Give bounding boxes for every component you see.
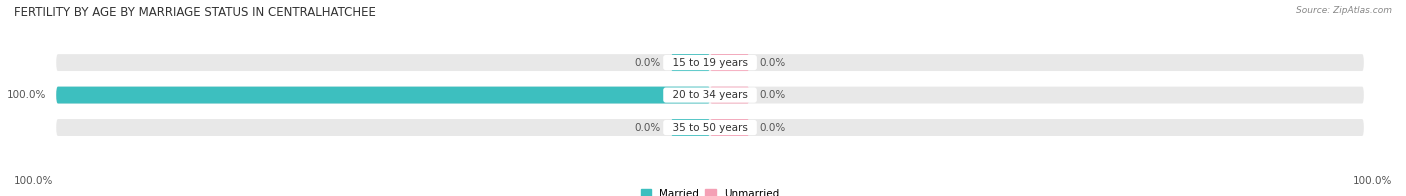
Text: 20 to 34 years: 20 to 34 years	[666, 90, 754, 100]
Text: 35 to 50 years: 35 to 50 years	[666, 122, 754, 132]
FancyBboxPatch shape	[56, 87, 710, 103]
Text: 0.0%: 0.0%	[634, 122, 661, 132]
Text: 0.0%: 0.0%	[759, 122, 786, 132]
FancyBboxPatch shape	[671, 119, 710, 136]
FancyBboxPatch shape	[56, 87, 1364, 103]
Text: 100.0%: 100.0%	[7, 90, 46, 100]
FancyBboxPatch shape	[710, 87, 749, 103]
FancyBboxPatch shape	[710, 119, 749, 136]
Text: 0.0%: 0.0%	[634, 58, 661, 68]
Text: FERTILITY BY AGE BY MARRIAGE STATUS IN CENTRALHATCHEE: FERTILITY BY AGE BY MARRIAGE STATUS IN C…	[14, 6, 375, 19]
Text: 0.0%: 0.0%	[759, 90, 786, 100]
Text: Source: ZipAtlas.com: Source: ZipAtlas.com	[1296, 6, 1392, 15]
FancyBboxPatch shape	[671, 54, 710, 71]
FancyBboxPatch shape	[56, 119, 1364, 136]
Text: 0.0%: 0.0%	[759, 58, 786, 68]
Text: 100.0%: 100.0%	[14, 176, 53, 186]
Legend: Married, Unmarried: Married, Unmarried	[641, 189, 779, 196]
FancyBboxPatch shape	[710, 54, 749, 71]
FancyBboxPatch shape	[56, 54, 1364, 71]
Text: 15 to 19 years: 15 to 19 years	[666, 58, 754, 68]
Text: 100.0%: 100.0%	[1353, 176, 1392, 186]
